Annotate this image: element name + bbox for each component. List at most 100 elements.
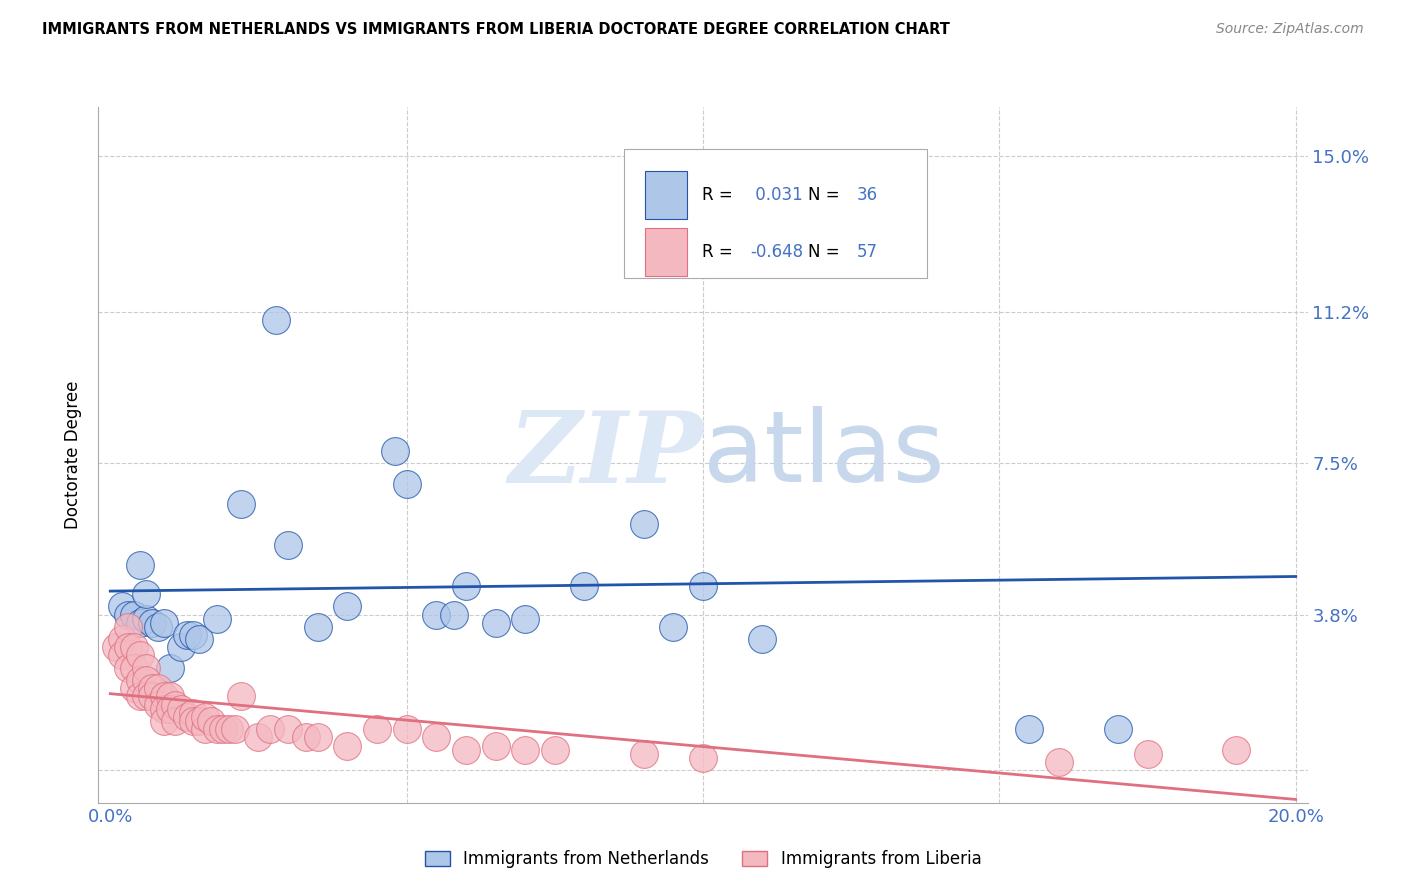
Point [662,620,685,634]
Point [152,701,174,715]
Point [484,615,506,630]
Point [1107,722,1129,736]
Point [129,690,152,704]
Point [259,722,281,736]
Text: R =: R = [702,186,738,204]
Point [117,607,139,622]
Point [152,615,174,630]
Point [141,681,163,696]
Point [633,747,655,761]
FancyBboxPatch shape [645,227,688,277]
Text: 57: 57 [856,244,877,261]
Point [1047,755,1070,769]
Point [264,313,287,327]
Point [205,612,228,626]
Point [176,710,198,724]
Point [336,739,359,753]
Point [135,587,157,601]
Point [129,648,152,663]
Point [170,640,193,655]
Point [141,690,163,704]
Point [176,628,198,642]
Point [165,698,187,712]
Point [212,722,235,736]
Y-axis label: Doctorate Degree: Doctorate Degree [65,381,83,529]
Point [117,620,139,634]
Text: -0.648: -0.648 [751,244,803,261]
Point [205,722,228,736]
Point [307,731,329,745]
Point [384,443,406,458]
Point [1018,722,1040,736]
Point [307,620,329,634]
Point [277,722,299,736]
Point [395,722,418,736]
Point [366,722,388,736]
Text: Source: ZipAtlas.com: Source: ZipAtlas.com [1216,22,1364,37]
Legend: Immigrants from Netherlands, Immigrants from Liberia: Immigrants from Netherlands, Immigrants … [418,844,988,875]
Point [194,710,217,724]
Point [111,648,134,663]
Point [152,690,174,704]
Point [159,701,181,715]
Point [454,579,477,593]
Point [135,673,157,687]
Point [247,731,270,745]
Point [1136,747,1159,761]
Point [425,731,447,745]
Point [277,538,299,552]
Point [165,714,187,728]
Point [141,615,163,630]
Point [111,632,134,646]
Point [515,742,537,756]
Point [633,517,655,532]
Text: atlas: atlas [703,407,945,503]
Point [159,661,181,675]
Point [181,714,204,728]
Text: N =: N = [808,244,845,261]
Point [544,742,567,756]
Point [425,607,447,622]
Point [200,714,222,728]
Point [135,661,157,675]
Point [224,722,246,736]
FancyBboxPatch shape [645,170,688,219]
Point [188,632,211,646]
Point [295,731,318,745]
Text: ZIP: ZIP [508,407,703,503]
Point [692,751,714,765]
Point [111,599,134,614]
Point [146,620,169,634]
Point [129,673,152,687]
Point [159,690,181,704]
Point [188,714,211,728]
Point [146,681,169,696]
Point [1225,742,1247,756]
Point [146,698,169,712]
Point [152,714,174,728]
Point [515,612,537,626]
Point [129,558,152,573]
Point [170,701,193,715]
Point [484,739,506,753]
Point [218,722,240,736]
Point [751,632,773,646]
Text: IMMIGRANTS FROM NETHERLANDS VS IMMIGRANTS FROM LIBERIA DOCTORATE DEGREE CORRELAT: IMMIGRANTS FROM NETHERLANDS VS IMMIGRANT… [42,22,950,37]
Text: N =: N = [808,186,845,204]
Point [105,640,128,655]
Point [117,661,139,675]
Point [810,190,832,204]
Text: 36: 36 [856,186,877,204]
Point [181,628,204,642]
FancyBboxPatch shape [624,149,927,277]
Point [129,615,152,630]
Point [122,681,145,696]
Text: 0.031: 0.031 [751,186,803,204]
Point [181,706,204,720]
Point [443,607,465,622]
Point [229,497,252,511]
Point [117,640,139,655]
Point [122,607,145,622]
Point [194,722,217,736]
Point [122,661,145,675]
